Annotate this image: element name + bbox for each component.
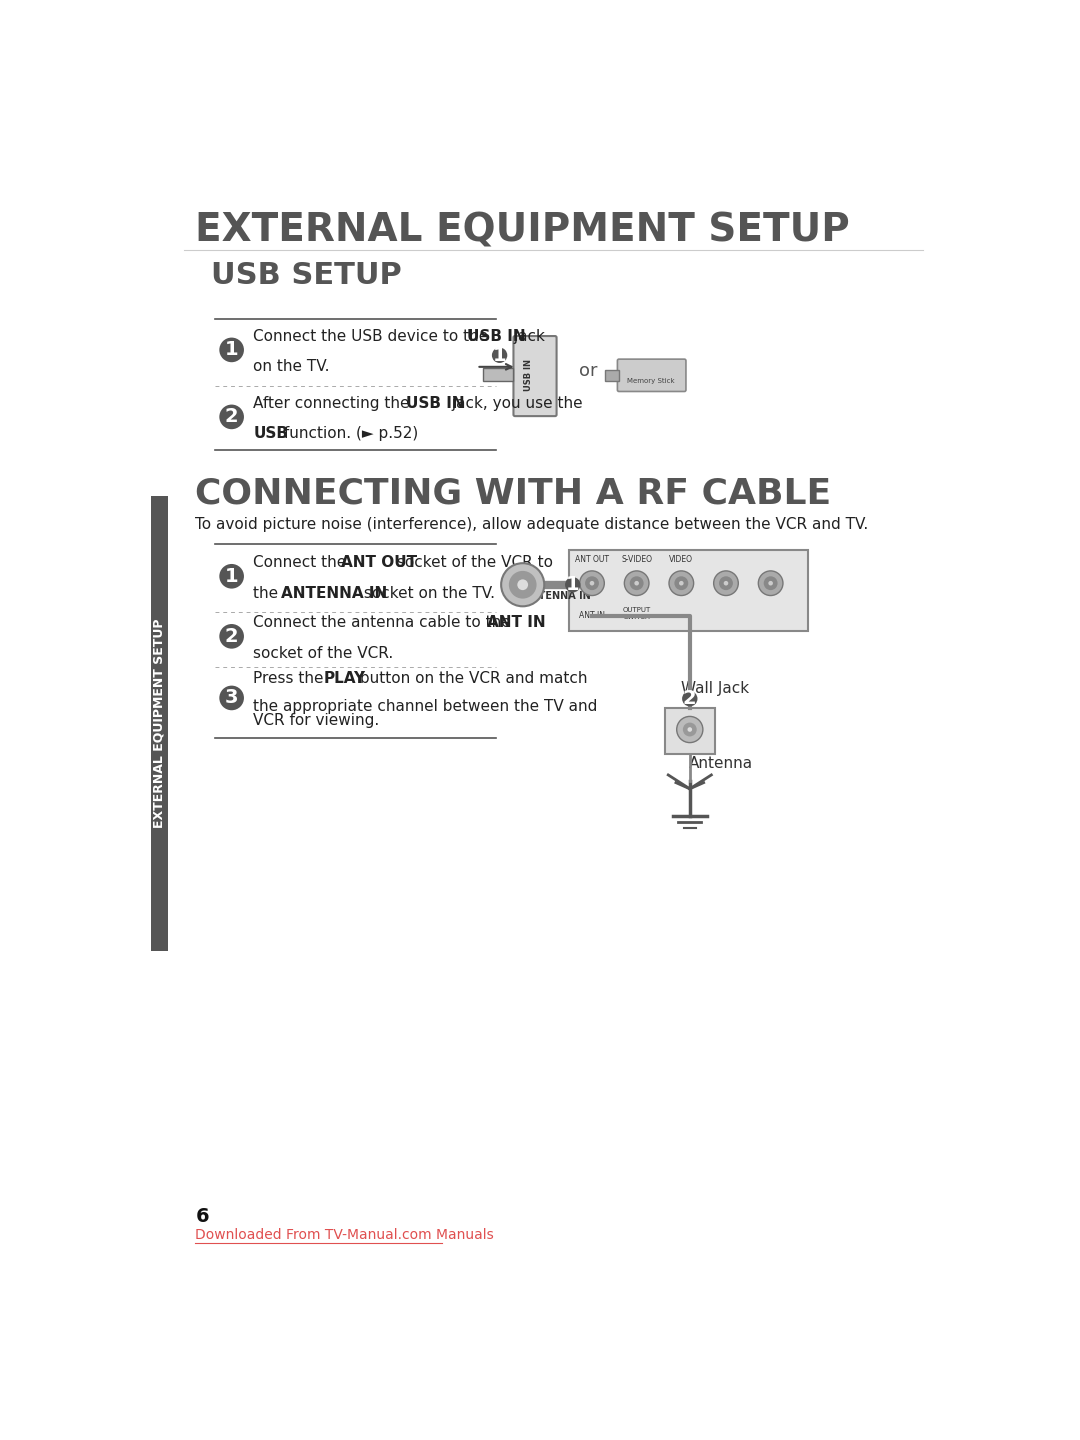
Text: 1: 1: [566, 575, 580, 595]
Circle shape: [491, 347, 508, 363]
Text: Antenna: Antenna: [689, 756, 753, 770]
Text: on the TV.: on the TV.: [253, 359, 329, 374]
Circle shape: [669, 570, 693, 596]
Text: ANTENNA IN: ANTENNA IN: [281, 586, 387, 600]
FancyBboxPatch shape: [618, 359, 686, 392]
Text: 1: 1: [225, 340, 239, 360]
Text: EXTERNAL EQUIPMENT SETUP: EXTERNAL EQUIPMENT SETUP: [152, 619, 165, 828]
Circle shape: [585, 576, 599, 590]
Bar: [151, 497, 167, 950]
Circle shape: [724, 580, 728, 586]
Circle shape: [624, 570, 649, 596]
Circle shape: [758, 570, 783, 596]
FancyBboxPatch shape: [569, 550, 808, 631]
Text: Press the: Press the: [253, 671, 328, 685]
Text: 6: 6: [195, 1207, 210, 1227]
Text: 1: 1: [492, 346, 507, 364]
Circle shape: [219, 405, 244, 429]
Circle shape: [219, 624, 244, 648]
Text: socket of the VCR.: socket of the VCR.: [253, 645, 393, 661]
Text: USB IN: USB IN: [468, 328, 526, 344]
Text: 2: 2: [225, 626, 239, 645]
FancyBboxPatch shape: [483, 369, 513, 380]
Text: USB IN: USB IN: [406, 396, 464, 410]
Circle shape: [509, 570, 537, 599]
Circle shape: [580, 570, 605, 596]
Circle shape: [719, 576, 733, 590]
Circle shape: [501, 563, 544, 606]
Circle shape: [674, 576, 688, 590]
Text: Wall Jack: Wall Jack: [681, 681, 750, 697]
FancyBboxPatch shape: [513, 336, 556, 416]
Text: Connect the: Connect the: [253, 554, 351, 570]
Circle shape: [517, 579, 528, 590]
Circle shape: [683, 723, 697, 736]
Text: ANT IN: ANT IN: [579, 611, 605, 621]
Text: After connecting the: After connecting the: [253, 396, 415, 410]
Text: Connect the USB device to the: Connect the USB device to the: [253, 328, 494, 344]
Text: USB SETUP: USB SETUP: [211, 261, 402, 291]
Text: ANTENNA IN: ANTENNA IN: [523, 592, 591, 602]
Circle shape: [634, 580, 639, 586]
Text: Memory Stick: Memory Stick: [627, 377, 675, 383]
Text: 2: 2: [225, 408, 239, 426]
Text: To avoid picture noise (interference), allow adequate distance between the VCR a: To avoid picture noise (interference), a…: [195, 517, 868, 531]
Text: 1: 1: [225, 567, 239, 586]
Text: jack, you use the: jack, you use the: [447, 396, 583, 410]
Text: Connect the antenna cable to the: Connect the antenna cable to the: [253, 615, 516, 631]
Text: the: the: [253, 586, 283, 600]
Circle shape: [565, 577, 580, 592]
Text: OUTPUT
SWITCH: OUTPUT SWITCH: [622, 608, 651, 621]
Text: socket on the TV.: socket on the TV.: [360, 586, 496, 600]
Text: USB: USB: [253, 426, 288, 441]
Text: function. (► p.52): function. (► p.52): [280, 426, 419, 441]
Circle shape: [688, 727, 692, 732]
Text: CONNECTING WITH A RF CABLE: CONNECTING WITH A RF CABLE: [195, 477, 832, 511]
Text: ANT OUT: ANT OUT: [575, 554, 609, 563]
Circle shape: [679, 580, 684, 586]
Text: 3: 3: [225, 688, 239, 707]
Circle shape: [677, 717, 703, 743]
Circle shape: [219, 564, 244, 589]
Text: or: or: [579, 361, 597, 380]
Text: USB IN: USB IN: [525, 359, 534, 390]
Text: S-VIDEO: S-VIDEO: [621, 554, 652, 563]
FancyBboxPatch shape: [665, 708, 715, 755]
Text: the appropriate channel between the TV and: the appropriate channel between the TV a…: [253, 700, 597, 714]
Circle shape: [630, 576, 644, 590]
Text: Downloaded From TV-Manual.com Manuals: Downloaded From TV-Manual.com Manuals: [195, 1227, 495, 1241]
Circle shape: [590, 580, 594, 586]
Text: ANT OUT: ANT OUT: [341, 554, 417, 570]
FancyBboxPatch shape: [605, 370, 619, 380]
Text: VIDEO: VIDEO: [670, 554, 693, 563]
Text: VCR for viewing.: VCR for viewing.: [253, 713, 379, 729]
Text: PLAY: PLAY: [324, 671, 366, 685]
Text: jack: jack: [509, 328, 544, 344]
Circle shape: [714, 570, 739, 596]
Text: socket of the VCR to: socket of the VCR to: [392, 554, 553, 570]
Circle shape: [219, 685, 244, 710]
Text: EXTERNAL EQUIPMENT SETUP: EXTERNAL EQUIPMENT SETUP: [195, 212, 850, 249]
Text: ANT IN: ANT IN: [487, 615, 545, 631]
Text: 2: 2: [683, 690, 697, 708]
Circle shape: [683, 691, 698, 707]
Circle shape: [768, 580, 773, 586]
Circle shape: [219, 337, 244, 363]
Text: button on the VCR and match: button on the VCR and match: [355, 671, 588, 685]
Circle shape: [764, 576, 778, 590]
